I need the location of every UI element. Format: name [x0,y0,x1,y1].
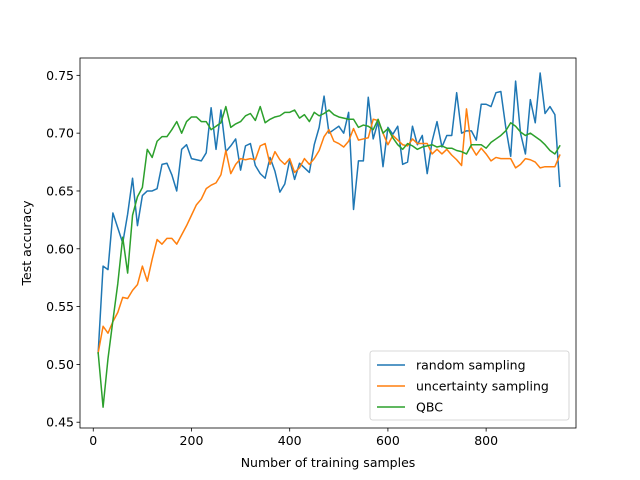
legend: random sampling uncertainty sampling QBC [369,350,570,421]
plot-frame [79,57,577,429]
x-tick-label: 0 [89,433,97,448]
x-tick-label: 800 [474,433,498,448]
x-tick-label: 200 [180,433,204,448]
y-axis-label: Test accuracy [19,200,34,287]
legend-label-random-sampling: random sampling [416,358,526,373]
y-tick-label: 0.55 [46,299,74,314]
series-layer [97,72,561,408]
legend-box [369,350,570,421]
y-tick-label: 0.75 [46,68,74,83]
series-line-qbc [97,105,561,408]
series-line-random-sampling [97,72,561,354]
x-axis-ticks: 0 200 400 600 800 [89,428,498,448]
y-tick-label: 0.65 [46,183,74,198]
series-line-uncertainty-sampling [97,108,561,354]
y-axis-ticks: 0.45 0.50 0.55 0.60 0.65 0.70 0.75 [46,68,80,430]
y-tick-label: 0.60 [46,241,74,256]
legend-items: random sampling uncertainty sampling QBC [377,358,549,415]
x-tick-label: 600 [376,433,400,448]
y-tick-label: 0.70 [46,126,74,141]
x-axis-label: Number of training samples [241,455,416,470]
legend-label-qbc: QBC [416,400,443,415]
y-tick-label: 0.50 [46,357,74,372]
legend-label-uncertainty-sampling: uncertainty sampling [416,379,549,394]
x-tick-label: 400 [278,433,302,448]
y-tick-label: 0.45 [46,415,74,430]
